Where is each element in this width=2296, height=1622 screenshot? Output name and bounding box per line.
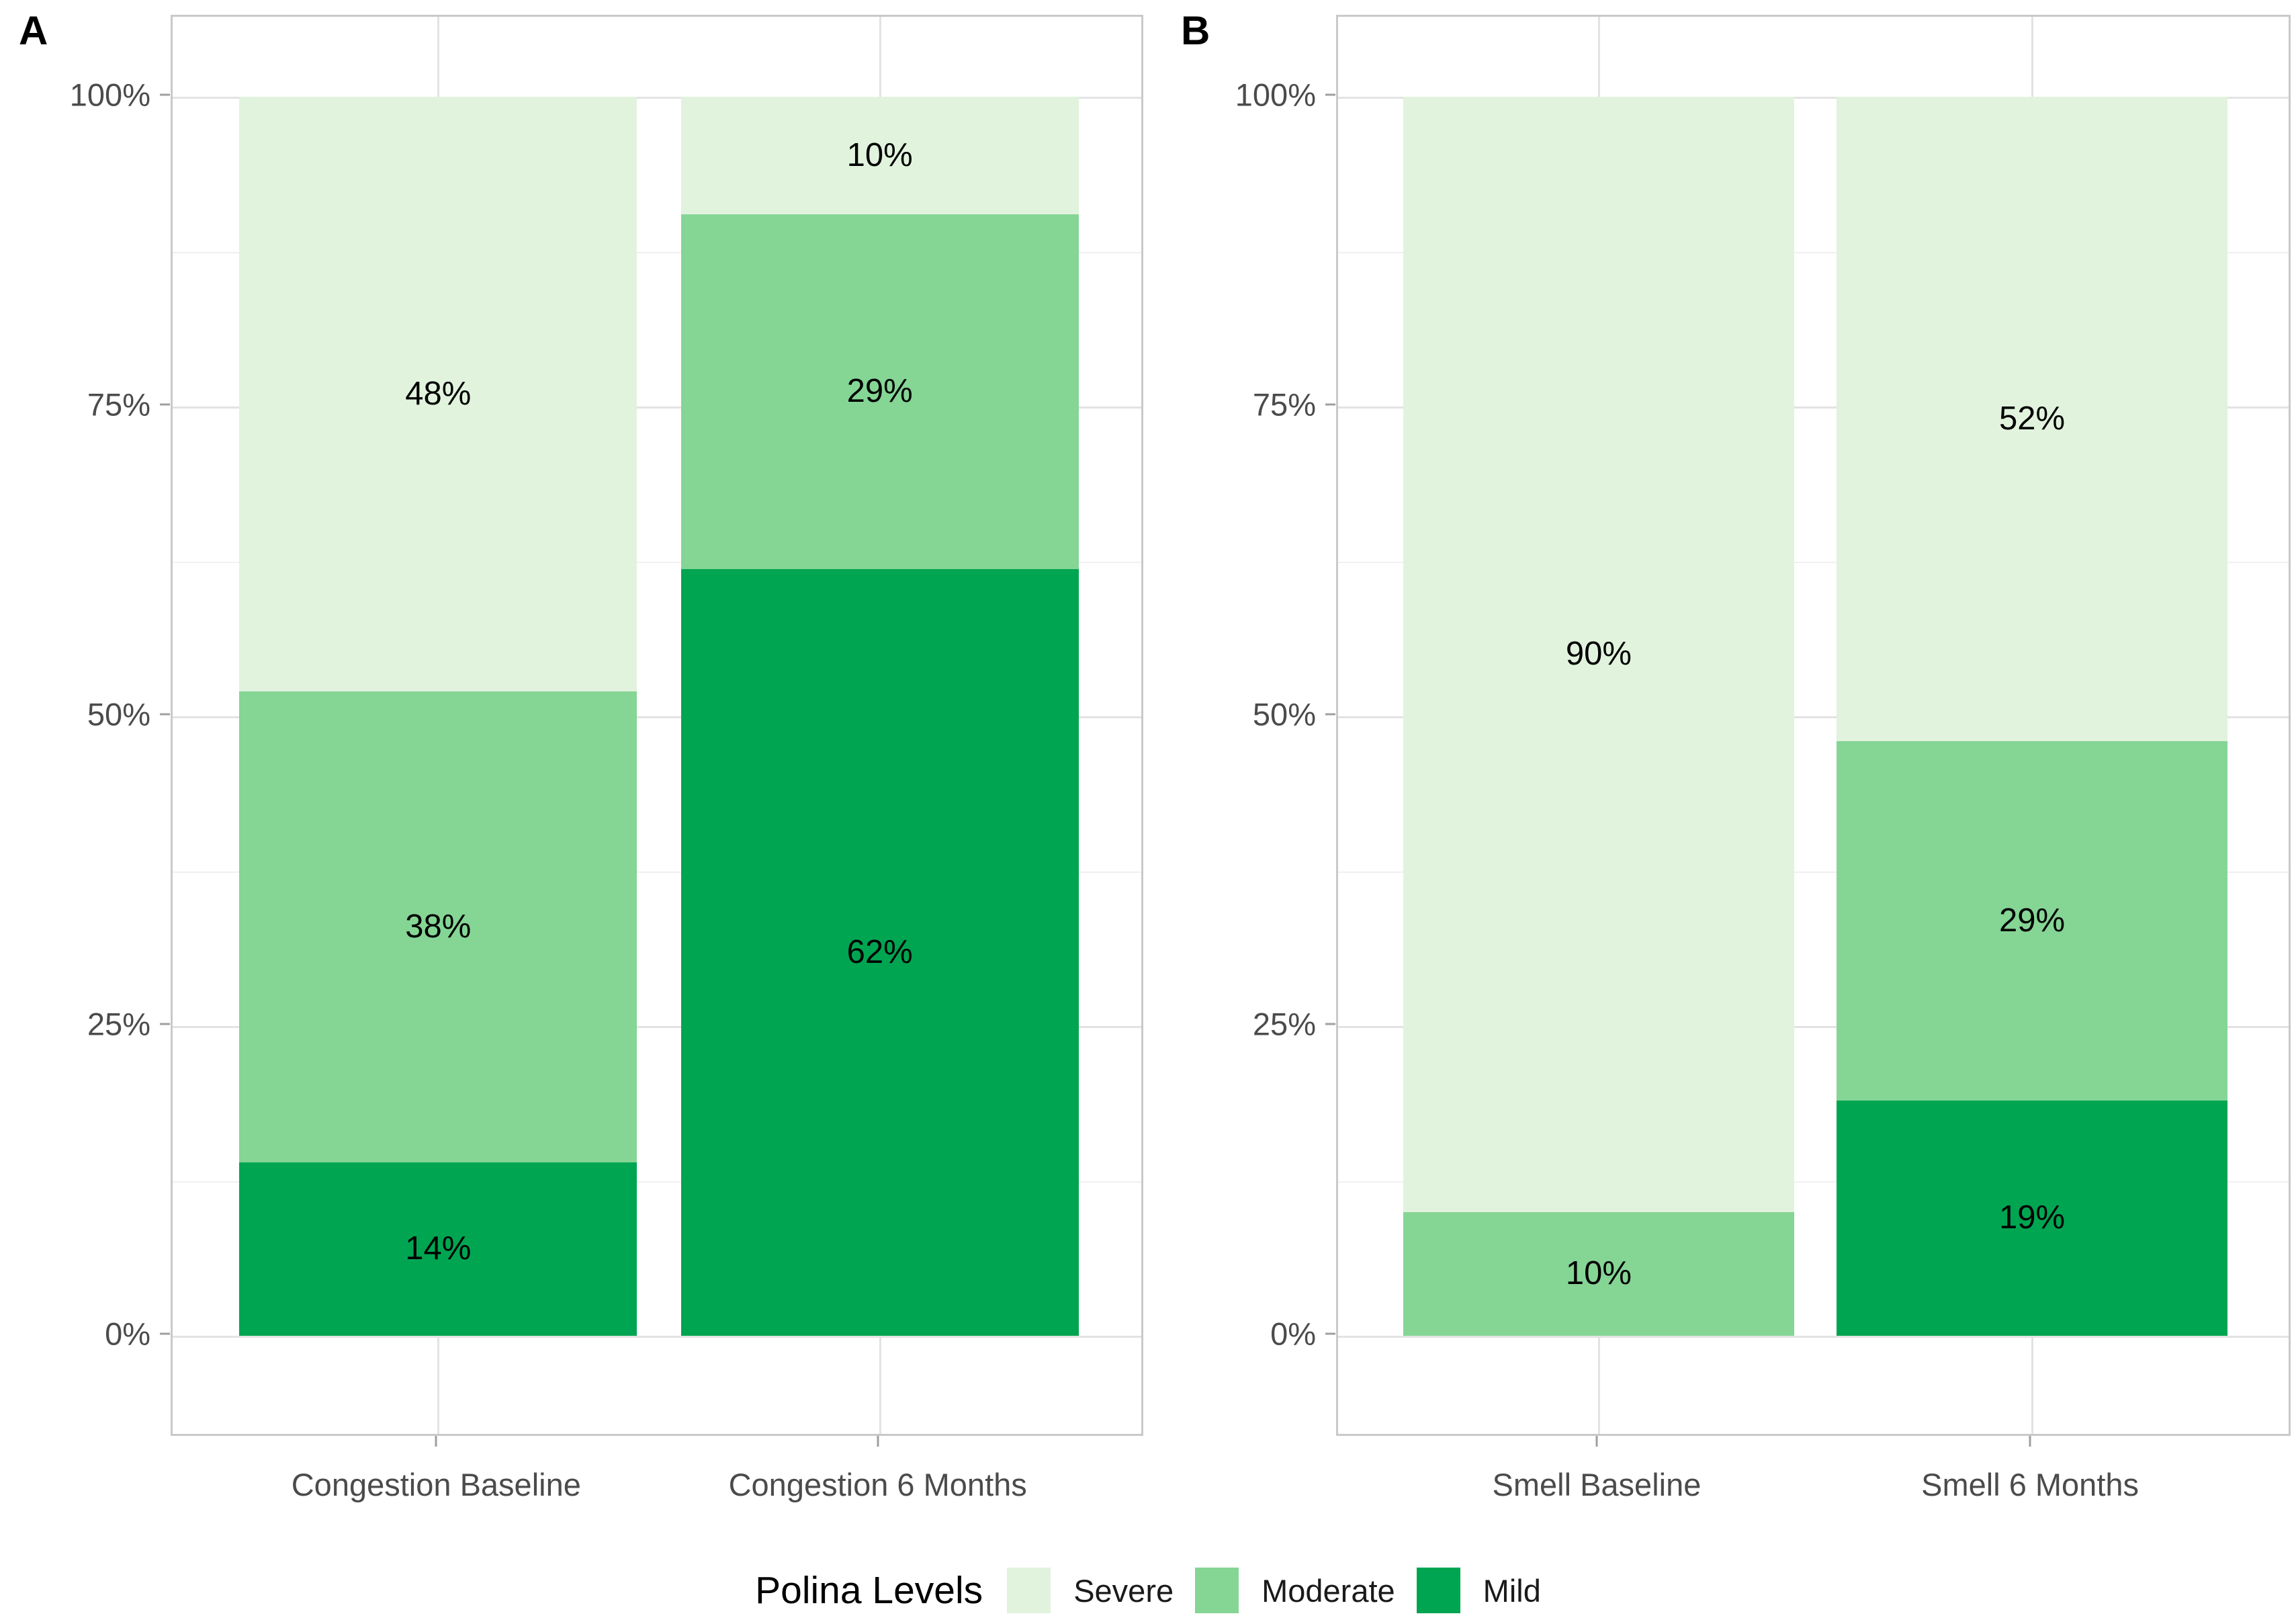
panel-tag-B: B — [1181, 8, 1210, 53]
gridline-major — [173, 1026, 1141, 1028]
legend-title: Polina Levels — [755, 1568, 983, 1612]
panel-tag-A: A — [19, 8, 48, 53]
legend-swatch-moderate-icon — [1195, 1568, 1239, 1613]
x-tick-mark — [877, 1436, 879, 1447]
gridline-major — [1338, 97, 2289, 99]
bar-segment-severe: 48% — [239, 97, 637, 692]
bar-segment-moderate: 10% — [1403, 1211, 1794, 1336]
plot-area-A: 14% 38% 48% 62% 29% 10% — [171, 15, 1143, 1436]
bar-segment-mild: 62% — [680, 568, 1079, 1336]
x-tick-mark — [435, 1436, 437, 1447]
y-tick-mark — [1325, 403, 1335, 406]
legend-item-label: Severe — [1073, 1572, 1174, 1609]
x-tick-label: Smell Baseline — [1492, 1467, 1702, 1502]
bar-segment-severe: 10% — [680, 97, 1079, 215]
y-tick-mark — [160, 713, 170, 716]
bar-segment-label: 14% — [405, 1230, 472, 1267]
bar-segment-label: 19% — [1999, 1199, 2066, 1236]
legend-item-moderate: Moderate — [1195, 1568, 1395, 1613]
legend: Polina Levels Severe Moderate Mild — [0, 1560, 2296, 1621]
gridline-major — [173, 716, 1141, 718]
y-tick-mark — [160, 1332, 170, 1335]
x-tick-mark — [2029, 1436, 2031, 1447]
y-tick-mark — [160, 403, 170, 406]
y-tick-mark — [1325, 93, 1335, 96]
gridline-major — [173, 97, 1141, 99]
bar-segment-moderate: 38% — [239, 691, 637, 1162]
bar-segment-label: 10% — [1565, 1255, 1632, 1292]
y-tick-mark — [160, 1023, 170, 1025]
x-tick-mark — [1595, 1436, 1598, 1447]
bar-segment-label: 29% — [846, 373, 913, 410]
y-tick-mark — [160, 93, 170, 96]
legend-swatch-severe-icon — [1007, 1568, 1051, 1613]
bar-segment-moderate: 29% — [1837, 740, 2227, 1101]
gridline-minor — [173, 1181, 1141, 1183]
y-tick-label: 0% — [1270, 1316, 1316, 1352]
gridline-major — [1338, 716, 2289, 718]
gridline-minor — [1338, 871, 2289, 873]
legend-item-mild: Mild — [1416, 1568, 1541, 1613]
gridline-minor — [173, 251, 1141, 253]
legend-item-label: Moderate — [1262, 1572, 1395, 1609]
gridline-major — [173, 407, 1141, 409]
y-tick-mark — [1325, 713, 1335, 716]
y-tick-mark — [1325, 1023, 1335, 1025]
y-tick-label: 75% — [1252, 386, 1316, 423]
gridline-major — [173, 1336, 1141, 1338]
gridline-major — [1338, 1336, 2289, 1338]
y-tick-label: 0% — [105, 1316, 150, 1352]
x-tick-label: Congestion 6 Months — [728, 1467, 1027, 1502]
gridline-minor — [1338, 1181, 2289, 1183]
gridline-minor — [1338, 251, 2289, 253]
legend-swatch-mild-icon — [1416, 1568, 1460, 1613]
x-tick-label: Congestion Baseline — [291, 1467, 581, 1502]
y-tick-label: 100% — [69, 77, 150, 113]
bar-segment-moderate: 29% — [680, 214, 1079, 569]
bar-segment-label: 52% — [1999, 400, 2066, 437]
bar-segment-label: 90% — [1565, 636, 1632, 673]
gridline-major — [1338, 407, 2289, 409]
legend-items: Severe Moderate Mild — [1007, 1568, 1541, 1613]
plot-area-B: 10% 90% 19% 29% 52% — [1336, 15, 2291, 1436]
gridline-minor — [1338, 561, 2289, 563]
legend-item-label: Mild — [1483, 1572, 1541, 1609]
y-tick-label: 50% — [1252, 696, 1316, 732]
x-tick-label: Smell 6 Months — [1921, 1467, 2139, 1502]
gridline-minor — [173, 561, 1141, 563]
bar-segment-severe: 90% — [1403, 97, 1794, 1212]
bar-segment-label: 29% — [1999, 902, 2066, 939]
bar-segment-label: 62% — [846, 933, 913, 970]
y-tick-label: 75% — [87, 386, 150, 423]
y-tick-mark — [1325, 1332, 1335, 1335]
y-tick-label: 100% — [1235, 77, 1316, 113]
gridline-major — [1338, 1026, 2289, 1028]
bar-segment-severe: 52% — [1837, 97, 2227, 741]
y-tick-label: 25% — [87, 1006, 150, 1042]
bar-segment-mild: 14% — [239, 1162, 637, 1336]
y-tick-label: 50% — [87, 696, 150, 732]
legend-item-severe: Severe — [1007, 1568, 1174, 1613]
gridline-minor — [173, 871, 1141, 873]
bar-segment-label: 48% — [405, 376, 472, 413]
bar-segment-mild: 19% — [1837, 1100, 2227, 1336]
y-tick-label: 25% — [1252, 1006, 1316, 1042]
bar-segment-label: 10% — [846, 137, 913, 174]
bar-segment-label: 38% — [405, 908, 472, 945]
